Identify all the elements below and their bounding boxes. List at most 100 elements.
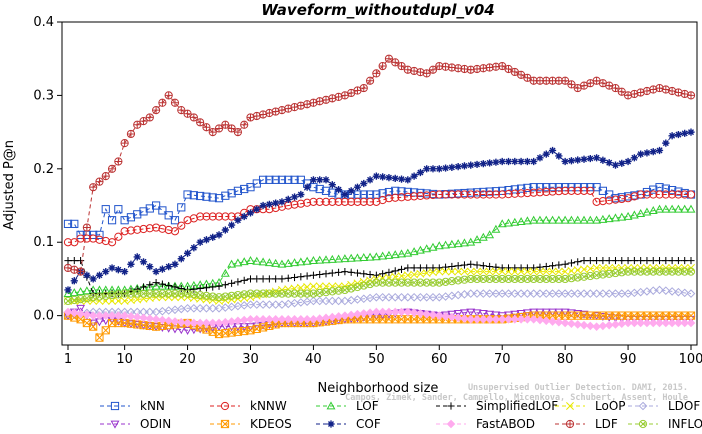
data-point <box>618 159 626 167</box>
data-point <box>101 172 110 181</box>
data-point <box>687 256 695 265</box>
data-point <box>208 303 218 313</box>
legend-item-kdeos: KDEOS <box>210 417 292 431</box>
data-point <box>107 311 117 320</box>
data-point <box>378 292 387 302</box>
data-point <box>133 210 142 219</box>
data-point <box>460 238 469 247</box>
data-point <box>95 271 104 279</box>
data-point <box>447 239 457 248</box>
data-point <box>70 277 78 285</box>
data-point <box>152 279 160 287</box>
data-point <box>403 192 412 201</box>
data-point <box>523 183 532 193</box>
data-point <box>340 311 350 320</box>
data-point <box>434 292 444 302</box>
data-point <box>491 190 501 199</box>
data-point <box>491 224 501 233</box>
data-point <box>89 322 98 331</box>
data-point <box>453 313 463 323</box>
data-point <box>403 307 413 317</box>
data-point <box>668 132 676 140</box>
data-point <box>598 263 607 272</box>
data-point <box>642 86 652 96</box>
data-point <box>70 295 79 305</box>
data-point <box>668 267 677 276</box>
data-point <box>662 256 670 265</box>
data-point <box>208 292 217 301</box>
data-point <box>334 92 343 101</box>
data-point <box>638 419 648 429</box>
data-point <box>435 165 443 173</box>
data-point <box>667 287 677 296</box>
data-point <box>328 188 337 197</box>
data-point <box>95 177 104 186</box>
data-point <box>133 120 142 129</box>
data-point <box>642 267 652 276</box>
data-point <box>152 201 161 210</box>
data-point <box>170 227 180 236</box>
data-point <box>265 275 273 283</box>
data-point <box>391 278 400 287</box>
data-point <box>561 76 570 85</box>
data-point <box>220 419 230 429</box>
data-point <box>252 289 261 298</box>
data-point <box>422 309 432 319</box>
data-point <box>567 274 576 283</box>
data-point <box>133 285 141 293</box>
data-point <box>567 289 576 298</box>
data-point <box>548 274 557 284</box>
data-point <box>674 318 683 328</box>
data-point <box>649 267 658 276</box>
data-point <box>466 308 476 317</box>
data-point <box>233 186 243 195</box>
data-point <box>561 157 569 166</box>
data-point <box>548 146 557 155</box>
data-point <box>566 309 576 318</box>
data-point <box>404 176 412 184</box>
data-point <box>220 268 230 277</box>
data-point <box>542 274 551 284</box>
data-point <box>76 304 86 313</box>
x-tick-label: 10 <box>116 352 133 367</box>
data-point <box>208 318 218 328</box>
data-point <box>554 267 563 276</box>
data-point <box>359 294 369 304</box>
data-point <box>101 291 110 300</box>
data-point <box>359 197 368 206</box>
data-point <box>195 303 205 313</box>
data-point <box>579 215 589 224</box>
data-point <box>290 314 299 324</box>
data-point <box>554 289 564 298</box>
data-point <box>409 247 419 256</box>
data-point <box>107 290 117 300</box>
data-point <box>529 314 538 324</box>
data-point <box>548 262 557 270</box>
data-point <box>372 69 381 78</box>
data-point <box>315 288 324 297</box>
data-point <box>246 255 255 264</box>
series-line <box>67 131 692 291</box>
data-point <box>448 163 456 171</box>
data-point <box>177 203 186 212</box>
data-point <box>278 275 286 283</box>
data-point <box>120 297 129 305</box>
data-point <box>360 270 368 278</box>
data-point <box>246 209 255 217</box>
data-point <box>415 245 425 254</box>
data-point <box>309 98 318 107</box>
data-point <box>472 235 482 244</box>
data-point <box>567 80 576 89</box>
x-tick-label: 40 <box>305 352 322 367</box>
data-point <box>523 157 531 166</box>
data-point <box>220 401 230 411</box>
data-point <box>252 314 262 324</box>
data-point <box>638 401 648 411</box>
data-point <box>561 260 569 268</box>
data-point <box>498 267 507 276</box>
data-point <box>529 289 538 298</box>
data-point <box>623 194 633 203</box>
data-point <box>170 317 180 326</box>
data-point <box>472 314 482 324</box>
data-point <box>158 206 167 215</box>
